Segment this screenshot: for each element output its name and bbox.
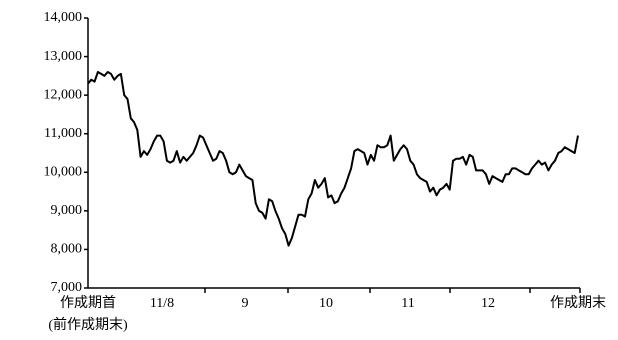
y-tick-label: 9,000 — [51, 203, 83, 218]
y-tick-label: 10,000 — [44, 165, 83, 180]
x-tick-label: 11/8 — [150, 296, 174, 311]
line — [87, 71, 579, 247]
y-tick-label: 12,000 — [44, 87, 83, 102]
x-tick-label: 10 — [319, 296, 333, 311]
y-tick-label: 14,000 — [44, 10, 83, 25]
x-tick-note: (前作成期末) — [48, 316, 128, 333]
x-tick-label: 作成期末 — [550, 295, 606, 311]
y-tick-label: 13,000 — [44, 49, 83, 64]
x-tick-label: 11 — [401, 296, 414, 311]
x-tick-label: 作成期首 — [60, 295, 116, 311]
x-tick-label: 9 — [242, 296, 249, 311]
y-tick-label: 11,000 — [44, 126, 82, 141]
x-tick-label: 12 — [481, 296, 495, 311]
y-tick-label: 8,000 — [51, 242, 83, 257]
y-tick-label: 7,000 — [51, 280, 83, 295]
